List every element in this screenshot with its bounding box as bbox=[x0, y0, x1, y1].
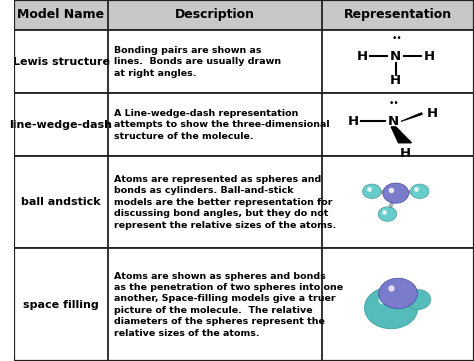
Circle shape bbox=[383, 183, 409, 203]
Text: Description: Description bbox=[175, 8, 255, 22]
Text: ball andstick: ball andstick bbox=[21, 197, 101, 207]
Text: space filling: space filling bbox=[23, 300, 99, 310]
Bar bbox=[14, 93, 474, 156]
Bar bbox=[14, 156, 474, 248]
Circle shape bbox=[363, 184, 381, 199]
Text: N: N bbox=[390, 49, 401, 63]
Bar bbox=[14, 248, 474, 361]
Circle shape bbox=[405, 290, 431, 310]
Text: H: H bbox=[423, 49, 435, 63]
Text: H: H bbox=[400, 147, 410, 160]
Circle shape bbox=[365, 287, 418, 329]
Circle shape bbox=[379, 278, 418, 309]
Polygon shape bbox=[391, 127, 411, 143]
Text: Bonding pairs are shown as
lines.  Bonds are usually drawn
at right angles.: Bonding pairs are shown as lines. Bonds … bbox=[114, 45, 281, 78]
Text: line-wedge-dash: line-wedge-dash bbox=[9, 120, 112, 130]
Bar bbox=[14, 0, 474, 30]
Text: H: H bbox=[357, 49, 368, 63]
Text: N: N bbox=[388, 114, 399, 128]
Bar bbox=[14, 30, 474, 93]
Text: A Line-wedge-dash representation
attempts to show the three-dimensional
structur: A Line-wedge-dash representation attempt… bbox=[114, 109, 329, 141]
Text: Model Name: Model Name bbox=[18, 8, 105, 22]
Text: Representation: Representation bbox=[344, 8, 452, 22]
Circle shape bbox=[378, 207, 397, 221]
Text: H: H bbox=[348, 114, 359, 128]
Text: Atoms are shown as spheres and bonds
as the penetration of two spheres into one
: Atoms are shown as spheres and bonds as … bbox=[114, 271, 343, 338]
Text: H: H bbox=[427, 106, 438, 120]
Text: ••: •• bbox=[389, 99, 400, 108]
Text: ••: •• bbox=[392, 34, 402, 43]
Text: Atoms are represented as spheres and
bonds as cylinders. Ball-and-stick
models a: Atoms are represented as spheres and bon… bbox=[114, 175, 336, 230]
Circle shape bbox=[410, 184, 429, 199]
Text: Lewis structure: Lewis structure bbox=[12, 57, 109, 66]
Text: H: H bbox=[390, 74, 401, 87]
